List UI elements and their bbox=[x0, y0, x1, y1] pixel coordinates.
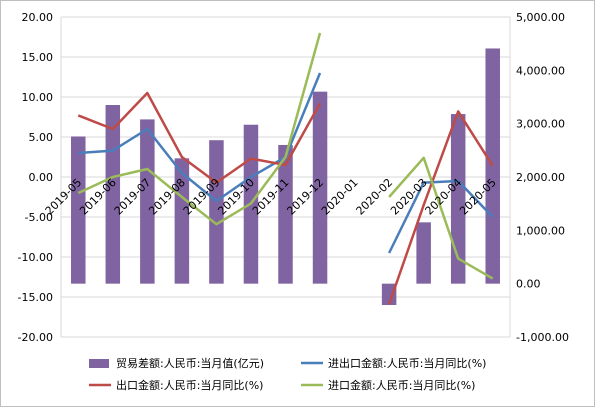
bar bbox=[278, 145, 293, 284]
legend-label: 贸易差额:人民币:当月值(亿元) bbox=[116, 356, 264, 370]
left-tick-label: -10.00 bbox=[18, 251, 53, 264]
legend: 贸易差额:人民币:当月值(亿元) 进出口金额:人民币:当月同比(%) 出口金额:人民… bbox=[89, 356, 486, 392]
left-tick-label: 10.00 bbox=[22, 91, 54, 104]
bar bbox=[450, 114, 466, 284]
legend-label: 进出口金额:人民币:当月同比(%) bbox=[328, 356, 486, 370]
bar bbox=[485, 48, 500, 284]
series-line bbox=[77, 32, 322, 226]
right-tick-label: 0.00 bbox=[516, 278, 541, 291]
bar bbox=[416, 222, 431, 284]
left-tick-label: 5.00 bbox=[29, 131, 54, 144]
left-tick-label: 20.00 bbox=[22, 11, 54, 24]
left-axis: 20.00 15.00 10.00 5.00 0.00 -5.00 -10.00 -15.00… bbox=[18, 11, 53, 344]
bar bbox=[140, 119, 155, 284]
series-line bbox=[387, 179, 494, 254]
bar bbox=[71, 136, 86, 284]
bar bbox=[209, 140, 224, 284]
right-tick-label: 3,000.00 bbox=[516, 118, 565, 131]
right-tick-label: 5,000.00 bbox=[516, 11, 565, 24]
right-tick-label: 2,000.00 bbox=[516, 171, 565, 184]
right-axis: 5,000.00 4,000.00 3,000.00 2,000.00 1,000.00… bbox=[516, 11, 569, 344]
left-tick-label: 0.00 bbox=[29, 171, 54, 184]
right-tick-label: -1,000.00 bbox=[516, 331, 569, 344]
legend-label: 出口金额:人民币:当月同比(%) bbox=[116, 378, 263, 392]
left-tick-label: -15.00 bbox=[18, 291, 53, 304]
bar bbox=[312, 91, 328, 284]
series-line bbox=[387, 110, 494, 305]
series-line bbox=[388, 156, 494, 280]
line-series bbox=[77, 32, 494, 305]
left-tick-label: -20.00 bbox=[18, 331, 53, 344]
left-tick-label: 15.00 bbox=[22, 51, 54, 64]
series-line bbox=[78, 72, 322, 203]
bar bbox=[174, 158, 190, 284]
left-tick-label: -5.00 bbox=[25, 211, 53, 224]
legend-swatch bbox=[89, 359, 109, 368]
bar bbox=[381, 283, 397, 305]
right-tick-label: 1,000.00 bbox=[516, 224, 565, 237]
right-tick-label: 4,000.00 bbox=[516, 64, 565, 77]
legend-label: 进口金额:人民币:当月同比(%) bbox=[328, 378, 475, 392]
